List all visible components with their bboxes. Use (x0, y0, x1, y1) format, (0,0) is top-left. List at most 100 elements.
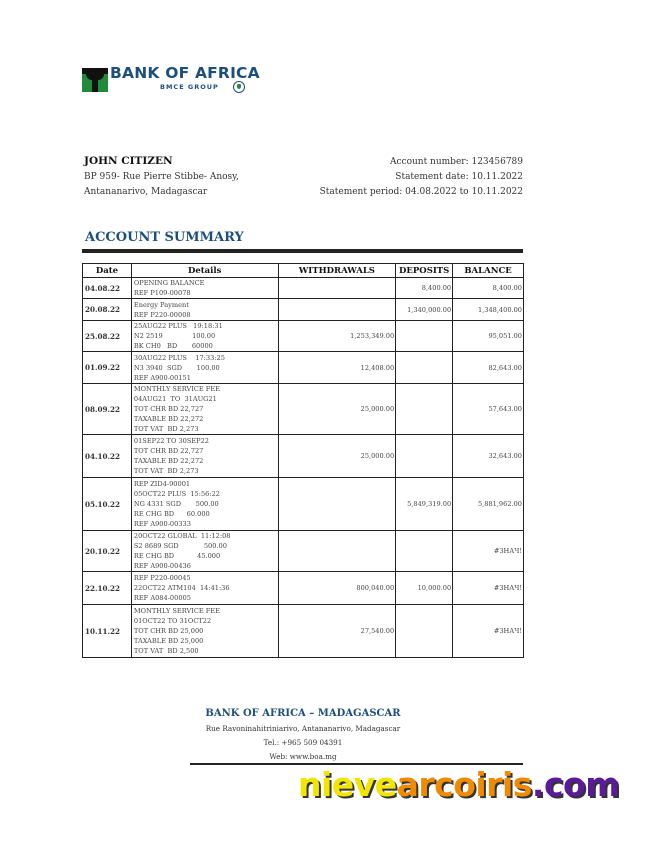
row-details: Energy Payment REF P220-00008 (130, 298, 279, 321)
footer-title: BANK OF AFRICA – MADAGASCAR (205, 708, 401, 719)
details-line: REF P220-00045 (133, 574, 191, 582)
table-row: 01.09.22 30AUG22 PLUS 17:33:25 N3 3940 SGD… (82, 351, 524, 384)
statement-date: Statement date: 10.11.2022 (395, 172, 523, 182)
bank-logo-text: BANK OF AFRICA (110, 64, 260, 82)
row-deposit: 1,340,000.00 (395, 298, 454, 321)
row-deposit (395, 320, 454, 352)
row-balance: 5,881,962.00 (452, 477, 524, 531)
watermark-part: arcoiris (396, 765, 533, 804)
details-line: REF A900-00151 (133, 373, 191, 382)
row-withdrawal: 25,000.00 (277, 383, 397, 435)
header-withdrawals: WITHDRAWALS (277, 263, 397, 278)
details-line: 05OCT22 PLUS 15:56:22 (133, 490, 220, 498)
details-line: TOT VAT BD 2,500 (133, 647, 199, 655)
address-line-1: BP 959- Rue Pierre Stibbe- Anosy, (84, 172, 239, 182)
details-line: MONTHLY SERVICE FEE (133, 385, 220, 393)
table-row: 10.11.22 MONTHLY SERVICE FEE 01OCT22 TO 31… (82, 604, 524, 658)
row-withdrawal (277, 530, 397, 572)
statement-info: Account number: 123456789 Statement date… (320, 155, 523, 200)
table-row: 04.08.22 OPENING BALANCE REF P109-00078 8,4… (82, 277, 524, 299)
row-withdrawal: 1,253,349.00 (277, 320, 397, 352)
details-line: BK CH0 BD 60000 (133, 342, 213, 350)
details-line: REF A084-00005 (133, 594, 191, 602)
row-details: 01SEP22 TO 30SEP22 TOT CHR BD 22,727 TAXAB… (130, 434, 279, 478)
details-line: RE CHG BD 60.000 (133, 510, 210, 518)
row-balance: #ЗНАЧ! (452, 530, 524, 572)
footer-tel: Tel.: +965 509 04391 (263, 738, 343, 747)
header-details: Details (130, 263, 279, 278)
details-line: REF P220-00008 (133, 310, 191, 319)
details-line: REF P109-00078 (133, 289, 191, 297)
details-line: S2 8689 SGD 500.00 (133, 542, 227, 550)
row-balance: 95,051.00 (452, 320, 524, 352)
row-deposit: 8,400.00 (395, 277, 454, 299)
row-details: MONTHLY SERVICE FEE 04AUG21 TO 31AUG21 TOT… (130, 383, 279, 435)
row-balance: #ЗНАЧ! (452, 571, 524, 605)
row-balance: 57,643.00 (452, 383, 524, 435)
row-withdrawal: 800,040.00 (277, 571, 397, 605)
footer-address: Rue Ravoninahitriniarivo, Antananarivo, … (205, 724, 401, 733)
row-withdrawal (277, 277, 397, 299)
details-line: Energy Payment (133, 300, 189, 309)
details-line: TOT CHR BD 25,000 (133, 627, 204, 635)
details-line: N2 2519 100.00 (133, 332, 216, 340)
table-row: 05.10.22 REP ZID4-90001 05OCT22 PLUS 15:56… (82, 477, 524, 531)
footer-web: Web: www.boa.mg (269, 752, 337, 761)
customer-address: BP 959- Rue Pierre Stibbe- Anosy, Antana… (84, 170, 239, 200)
row-deposit (395, 530, 454, 572)
row-withdrawal: 12,408.00 (277, 351, 397, 384)
row-withdrawal (277, 298, 397, 321)
details-line: 22OCT22 ATM104 14:41:36 (133, 584, 230, 592)
row-details: MONTHLY SERVICE FEE 01OCT22 TO 31OCT22 TOT… (130, 604, 279, 658)
account-number: Account number: 123456789 (389, 157, 523, 167)
details-line: 01OCT22 TO 31OCT22 (133, 617, 212, 625)
header-deposits: DEPOSITS (395, 263, 454, 278)
row-deposit: 10,000.00 (395, 571, 454, 605)
details-line: TOT VAT BD 2,273 (133, 425, 199, 433)
row-date: 05.10.22 (82, 477, 132, 531)
table-row: 20.08.22 Energy Payment REF P220-00008 1,34… (82, 298, 524, 321)
details-line: TOT VAT BD 2,273 (133, 467, 199, 475)
details-line: TAXABLE BD 22,272 (133, 457, 204, 465)
row-date: 22.10.22 (82, 571, 132, 605)
watermark-part: .com (531, 765, 620, 804)
details-line: NG 4331 SGD 500.00 (133, 500, 219, 508)
row-details: REF P220-00045 22OCT22 ATM104 14:41:36 REF… (130, 571, 279, 605)
details-line: 01SEP22 TO 30SEP22 (133, 437, 209, 445)
row-date: 04.10.22 (82, 434, 132, 478)
details-line: REF A900-00436 (133, 562, 191, 570)
row-deposit (395, 434, 454, 478)
row-balance: 8,400.00 (452, 277, 524, 299)
row-details: 20OCT22 GLOBAL 11:12:08 S2 8689 SGD 500.0… (130, 530, 279, 572)
row-details: REP ZID4-90001 05OCT22 PLUS 15:56:22 NG 43… (130, 477, 279, 531)
row-deposit (395, 604, 454, 658)
watermark-part: nieve (298, 765, 397, 804)
row-deposit (395, 351, 454, 384)
details-line: TOT CHR BD 22,727 (133, 405, 204, 413)
header-date: Date (82, 263, 132, 278)
details-line: RE CHG BD 45.000 (133, 552, 221, 560)
row-balance: 82,643.00 (452, 351, 524, 384)
details-line: OPENING BALANCE (133, 279, 205, 287)
row-deposit (395, 383, 454, 435)
row-balance: 32,643.00 (452, 434, 524, 478)
row-date: 25.08.22 (82, 320, 132, 352)
row-details: 30AUG22 PLUS 17:33:25 N3 3940 SGD 100.00 R… (130, 351, 279, 384)
table-row: 04.10.22 01SEP22 TO 30SEP22 TOT CHR BD 22,… (82, 434, 524, 478)
details-line: 25AUG22 PLUS 19:18:31 (133, 322, 223, 330)
details-line: TAXABLE BD 22,272 (133, 415, 204, 423)
row-balance: #ЗНАЧ! (452, 604, 524, 658)
row-date: 20.08.22 (82, 298, 132, 321)
row-details: OPENING BALANCE REF P109-00078 (130, 277, 279, 299)
statement-period: Statement period: 04.08.2022 to 10.11.20… (319, 187, 523, 197)
globe-icon (233, 81, 245, 93)
details-line: REF A900-00333 (133, 520, 191, 528)
row-date: 10.11.22 (82, 604, 132, 658)
bank-logo-subtitle: BMCE GROUP (160, 83, 219, 91)
details-line: TOT CHR BD 22,727 (133, 447, 204, 455)
row-balance: 1,348,400.00 (452, 298, 524, 321)
details-line: MONTHLY SERVICE FEE (133, 607, 220, 615)
row-date: 01.09.22 (82, 351, 132, 384)
table-row: 25.08.22 25AUG22 PLUS 19:18:31 N2 2519 100… (82, 320, 524, 352)
